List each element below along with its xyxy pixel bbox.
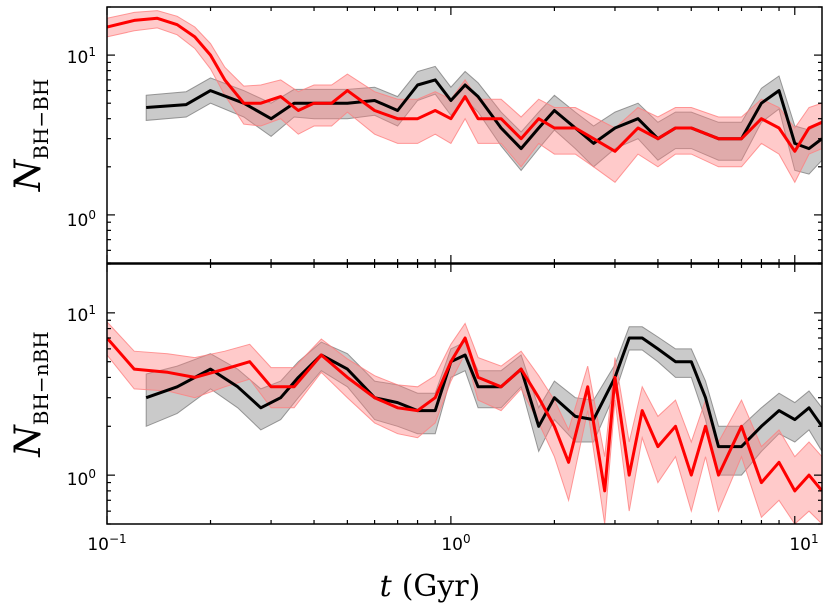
- xtick-label-0.1: 10−1: [87, 532, 126, 555]
- ytick-label-top-1: 100: [67, 208, 96, 231]
- plot-area-top: [107, 10, 822, 184]
- frame-bottom: [106, 263, 823, 525]
- series-line-red-top: [107, 16, 822, 153]
- ylabel-bottom: NBH−nBH: [8, 331, 53, 457]
- band-black-top: [145, 65, 822, 175]
- xtick-label-1: 100: [441, 532, 470, 555]
- series-line-black-bottom: [145, 336, 822, 449]
- band-red-bottom: [107, 321, 822, 524]
- ytick-label-bottom-1: 100: [67, 467, 96, 490]
- panel-bottom: 100 101 NBH−nBH: [8, 263, 823, 525]
- xlabel: t (Gyr): [380, 569, 481, 604]
- frame-top: [106, 6, 823, 264]
- xtick-label-10: 101: [789, 532, 818, 555]
- panel-top: 100 101 NBH−BH: [8, 6, 823, 264]
- ytick-label-top-10: 101: [67, 45, 96, 68]
- plot-area-bottom: [107, 321, 822, 524]
- ylabel-top: NBH−BH: [8, 79, 53, 193]
- series-line-red-bottom: [107, 336, 822, 493]
- ytick-label-bottom-10: 101: [67, 303, 96, 326]
